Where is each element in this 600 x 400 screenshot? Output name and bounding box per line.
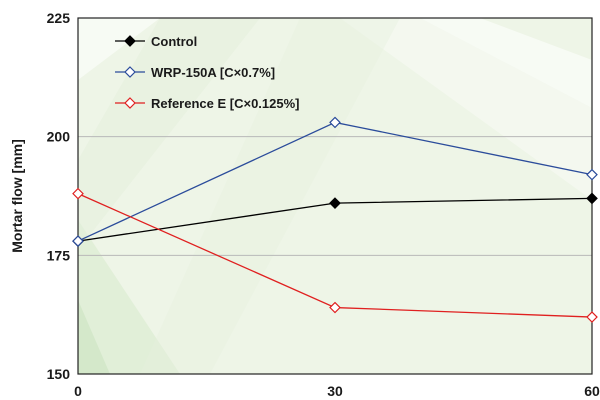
- data-point: [329, 301, 341, 314]
- legend-label: Control: [151, 34, 197, 49]
- data-point: [586, 192, 598, 205]
- x-tick-label: 60: [584, 383, 600, 399]
- x-tick-label: 0: [74, 383, 82, 399]
- legend: Control WRP-150A [C×0.7%] Reference E [C×0…: [115, 34, 300, 111]
- data-point: [329, 116, 341, 129]
- y-axis-title: Mortar flow [mm]: [9, 139, 25, 253]
- y-tick-label: 175: [47, 247, 71, 263]
- series-2: [72, 116, 598, 247]
- legend-item: WRP-150A [C×0.7%]: [115, 65, 275, 80]
- plot-area: [77, 17, 593, 375]
- legend-label: Reference E [C×0.125%]: [151, 96, 300, 111]
- legend-item: Reference E [C×0.125%]: [115, 96, 300, 111]
- x-tick-label: 30: [327, 383, 343, 399]
- series-3: [72, 187, 598, 323]
- series-layer: [72, 116, 598, 323]
- background-gradient-bands: [78, 18, 592, 374]
- grid-lines: [78, 136, 592, 256]
- y-tick-label: 225: [47, 10, 71, 26]
- data-point: [72, 187, 84, 200]
- data-point: [586, 311, 598, 323]
- data-point: [329, 197, 341, 209]
- legend-item: Control: [115, 34, 197, 49]
- legend-marker: [124, 35, 136, 47]
- x-axis: 0 30 60: [74, 383, 600, 399]
- y-tick-label: 200: [47, 129, 71, 145]
- y-axis: 150 175 200 225: [47, 10, 71, 382]
- legend-marker: [124, 97, 136, 109]
- legend-label: WRP-150A [C×0.7%]: [151, 65, 275, 80]
- data-point: [586, 168, 598, 181]
- legend-marker: [124, 66, 136, 78]
- y-tick-label: 150: [47, 366, 71, 382]
- data-point: [72, 235, 84, 247]
